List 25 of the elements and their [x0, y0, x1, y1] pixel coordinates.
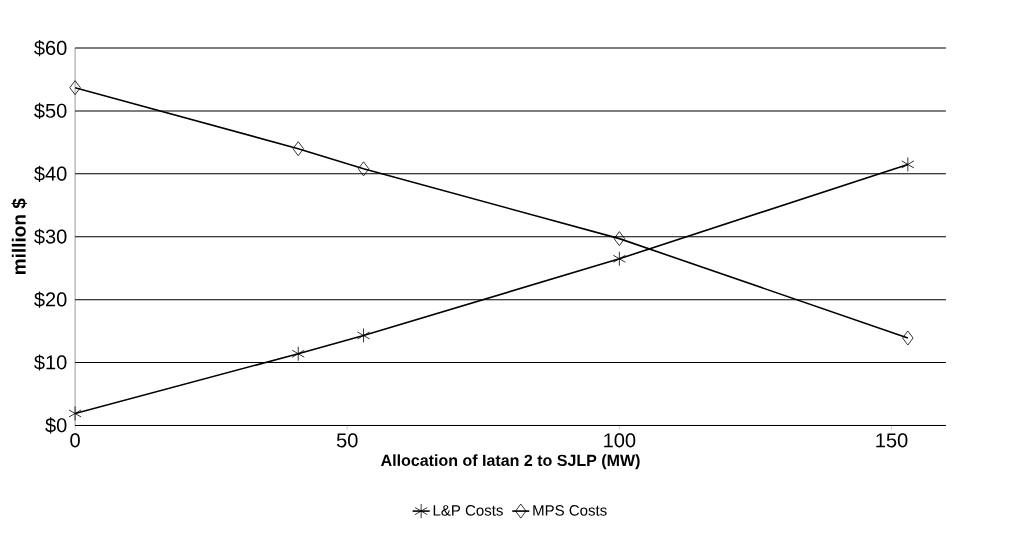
- point: [357, 328, 371, 344]
- point: [69, 80, 81, 96]
- point: [357, 161, 370, 177]
- x-tick-label: 150: [876, 433, 908, 448]
- y-tick-label: $50: [34, 103, 67, 120]
- point: [613, 231, 626, 247]
- point: [612, 251, 626, 267]
- point: [68, 406, 82, 422]
- y-tick-label: $30: [34, 228, 67, 246]
- y-tick-label: $0: [45, 417, 67, 434]
- legend-label: L&P Costs: [433, 505, 503, 516]
- x-tick-label: 100: [604, 433, 636, 448]
- point: [292, 141, 304, 157]
- y-tick-label: $20: [34, 291, 67, 308]
- point: [902, 330, 914, 346]
- y-tick-label: $10: [34, 354, 67, 371]
- x-axis-title: Allocation of Iatan 2 to SJLP (MW): [380, 454, 640, 470]
- point: [291, 346, 305, 362]
- y-tick-label: $60: [34, 40, 67, 57]
- legend-label: MPS Costs: [533, 505, 607, 516]
- y-axis-title: million $: [11, 198, 27, 275]
- x-tick-label: 0: [70, 433, 80, 448]
- point: [901, 157, 915, 173]
- x-tick-label: 50: [336, 433, 358, 448]
- y-tick-label: $40: [34, 165, 67, 183]
